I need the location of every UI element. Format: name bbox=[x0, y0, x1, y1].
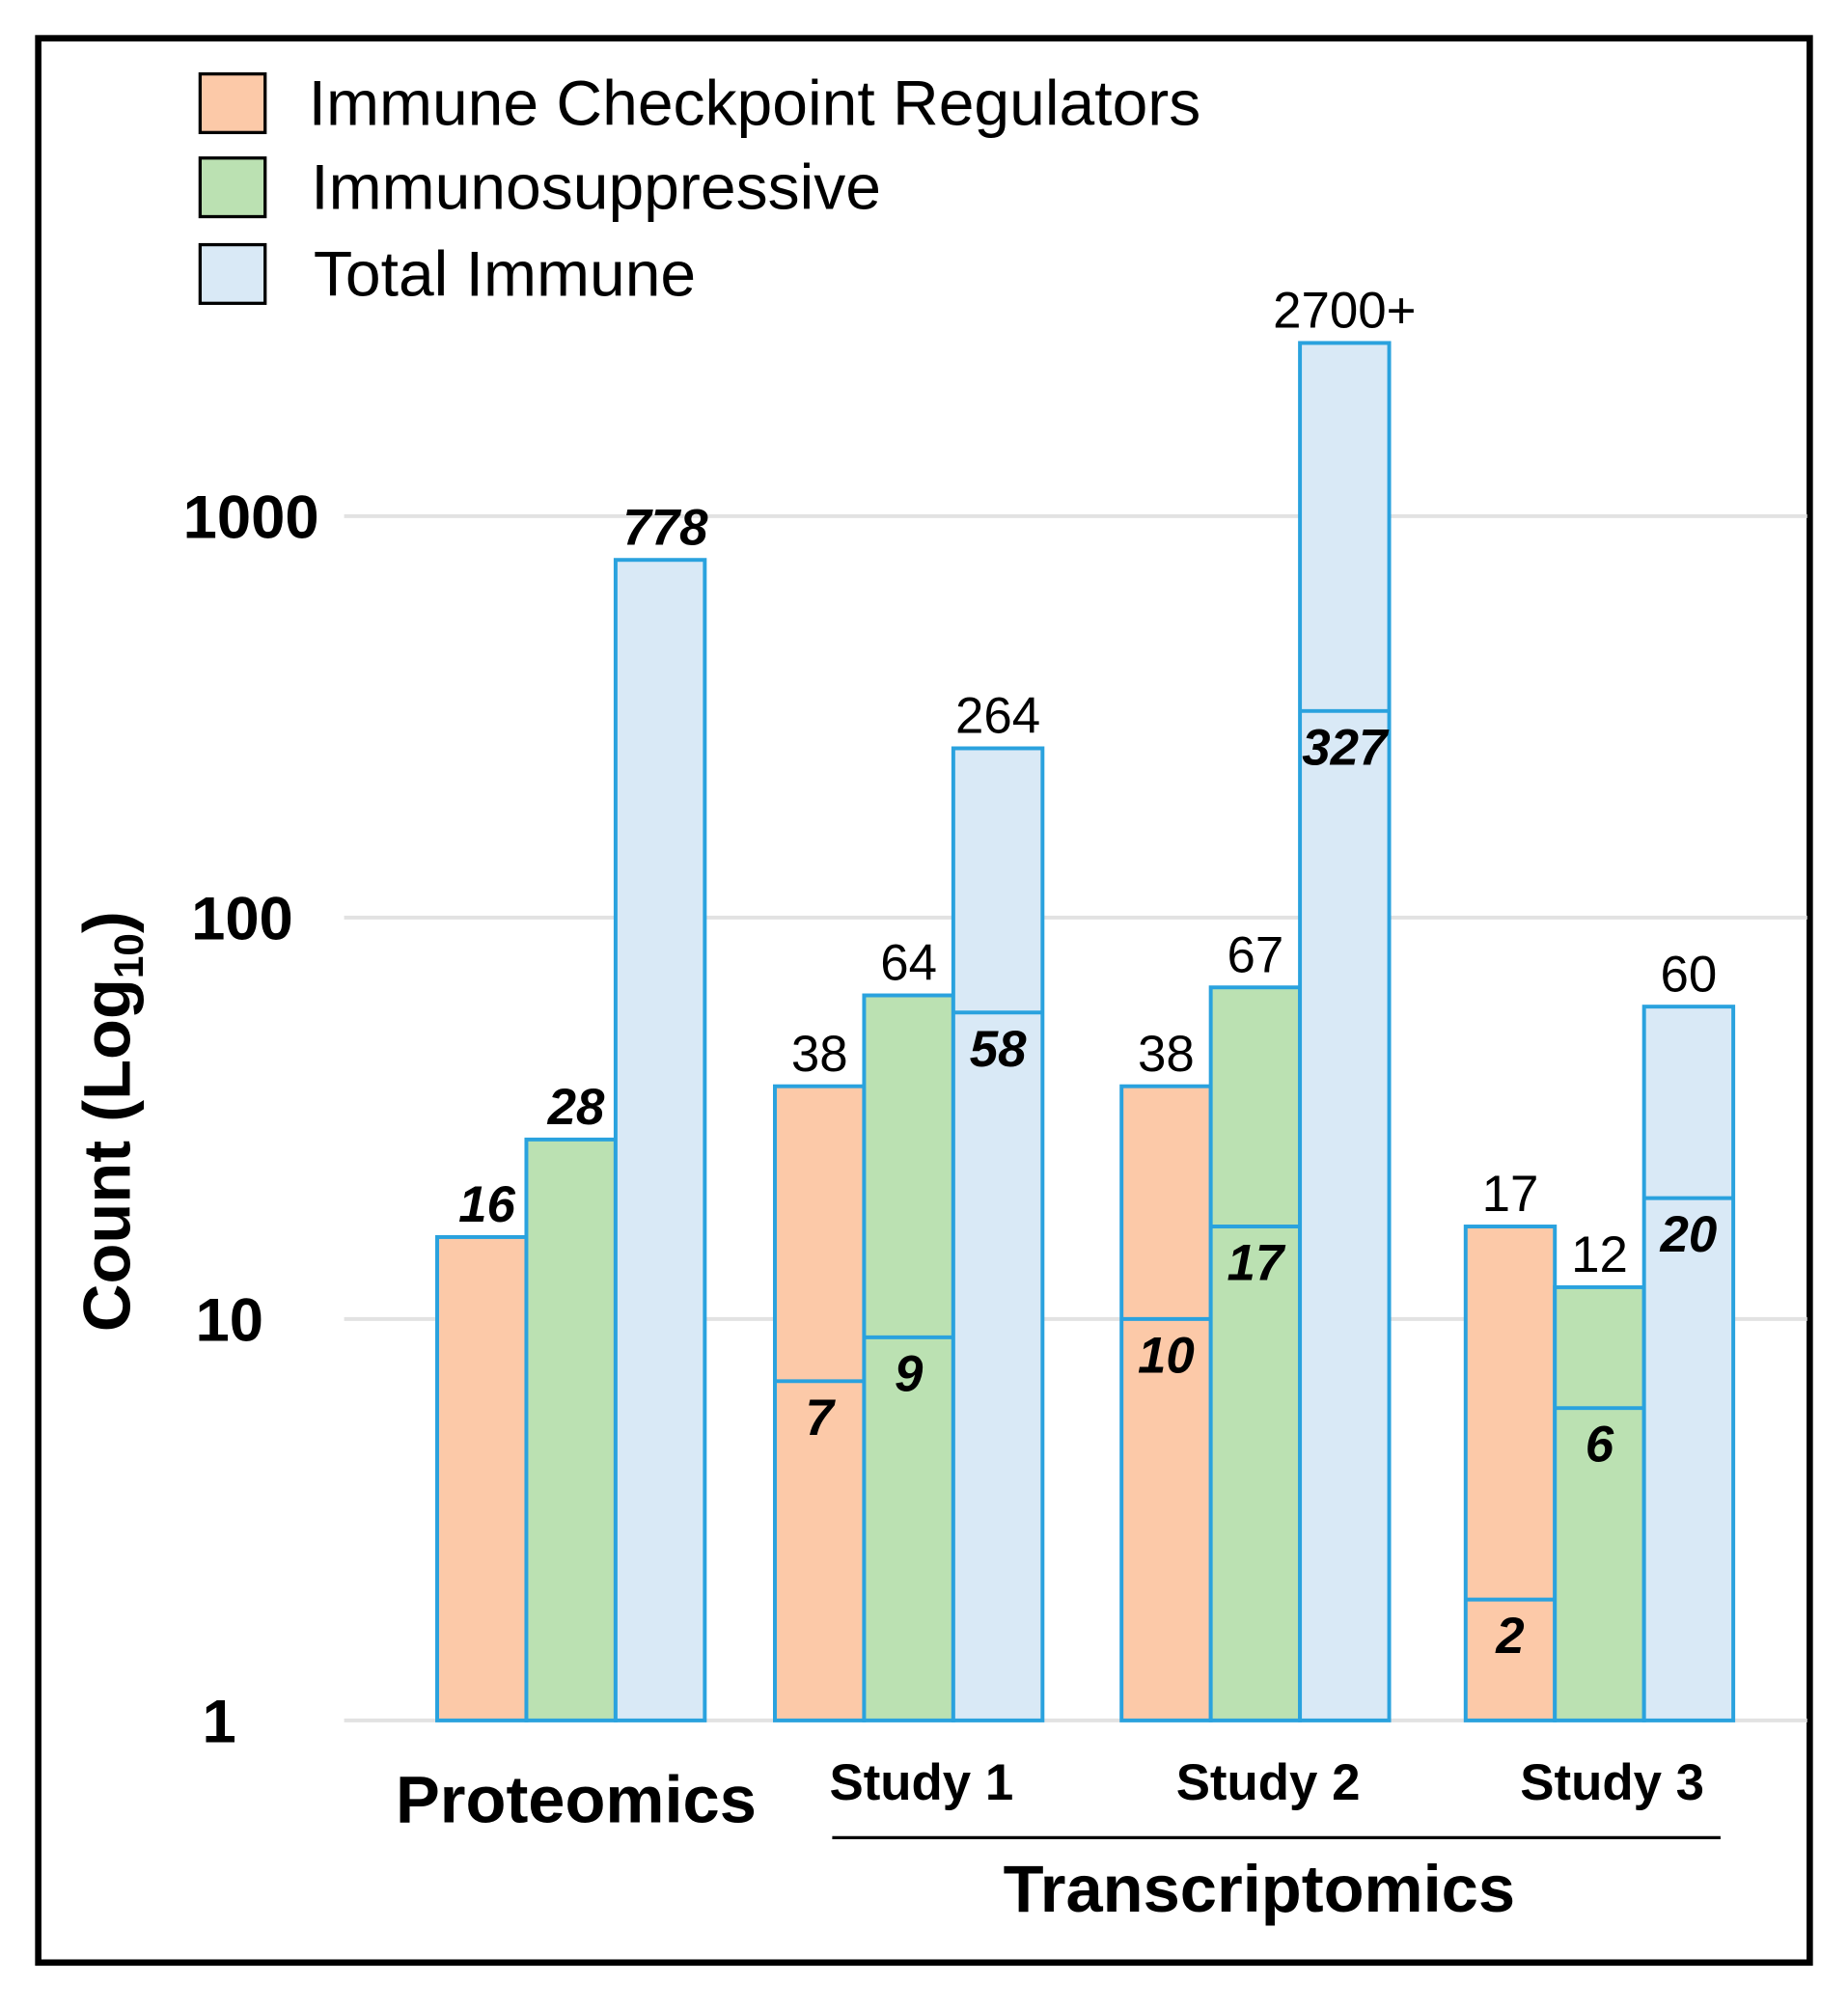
bar bbox=[524, 1137, 618, 1722]
bar-value-label: 264 bbox=[955, 688, 1040, 745]
y-tick-label: 100 bbox=[191, 885, 293, 952]
bar-value-label: 28 bbox=[547, 1079, 605, 1136]
y-tick-label: 10 bbox=[195, 1286, 262, 1354]
bar-value-label: 778 bbox=[622, 499, 708, 556]
inner-value-label: 9 bbox=[895, 1345, 924, 1402]
bar-value-label: 60 bbox=[1661, 946, 1718, 1003]
inner-value-label: 10 bbox=[1138, 1327, 1195, 1384]
x-category-label: Proteomics bbox=[396, 1763, 757, 1837]
bar bbox=[1298, 341, 1392, 1722]
bar bbox=[773, 1084, 867, 1722]
bar bbox=[951, 746, 1045, 1722]
y-axis-ticks: 1 10 100 1000 bbox=[183, 483, 319, 1755]
bar-value-label: 17 bbox=[1482, 1166, 1539, 1223]
legend-swatch bbox=[198, 71, 267, 134]
bar bbox=[1553, 1284, 1646, 1722]
x-category-label: Study 1 bbox=[829, 1754, 1013, 1811]
bar-value-label: 16 bbox=[458, 1176, 515, 1233]
bar-value-label: 38 bbox=[1138, 1026, 1195, 1083]
inner-value-label: 17 bbox=[1227, 1234, 1285, 1291]
inner-value-label: 6 bbox=[1586, 1417, 1614, 1474]
y-axis-label: Count (Log10) bbox=[70, 911, 152, 1332]
bar-value-label: 38 bbox=[791, 1026, 848, 1083]
bar bbox=[1641, 1005, 1736, 1722]
inner-value-label: 20 bbox=[1660, 1206, 1718, 1263]
bars: 16 28 778 38 7 64 9 264 58 38 10 67 17 2700+ 327 17 2 12 6… bbox=[435, 283, 1736, 1722]
bar-value-label: 12 bbox=[1571, 1226, 1628, 1283]
inner-value-label: 58 bbox=[970, 1021, 1027, 1078]
legend: Immune Checkpoint Regulators Immunosuppre… bbox=[198, 67, 1201, 309]
bar bbox=[613, 558, 707, 1722]
bar-value-label: 2700+ bbox=[1273, 283, 1416, 340]
y-tick-label: 1000 bbox=[183, 483, 319, 551]
bar bbox=[435, 1234, 529, 1722]
x-axis-labels: Proteomics Study 1 Study 2 Study 3 bbox=[396, 1754, 1704, 1837]
inner-value-label: 327 bbox=[1302, 719, 1390, 776]
y-tick-label: 1 bbox=[203, 1688, 236, 1755]
bar-value-label: 67 bbox=[1227, 926, 1283, 983]
bar bbox=[1119, 1084, 1213, 1722]
legend-swatch bbox=[198, 156, 267, 219]
inner-value-label: 2 bbox=[1495, 1608, 1524, 1665]
x-category-label: Study 3 bbox=[1520, 1754, 1704, 1811]
x-category-label: Study 2 bbox=[1176, 1754, 1361, 1811]
legend-label: Immune Checkpoint Regulators bbox=[309, 67, 1201, 138]
bar bbox=[1208, 985, 1303, 1722]
legend-label: Immunosuppressive bbox=[311, 152, 881, 223]
bar bbox=[862, 993, 955, 1722]
legend-label: Total Immune bbox=[314, 237, 696, 309]
legend-swatch bbox=[198, 242, 267, 305]
supergroup-label: Transcriptomics bbox=[1004, 1852, 1515, 1926]
bar-value-label: 64 bbox=[880, 935, 937, 992]
inner-value-label: 7 bbox=[806, 1390, 837, 1446]
